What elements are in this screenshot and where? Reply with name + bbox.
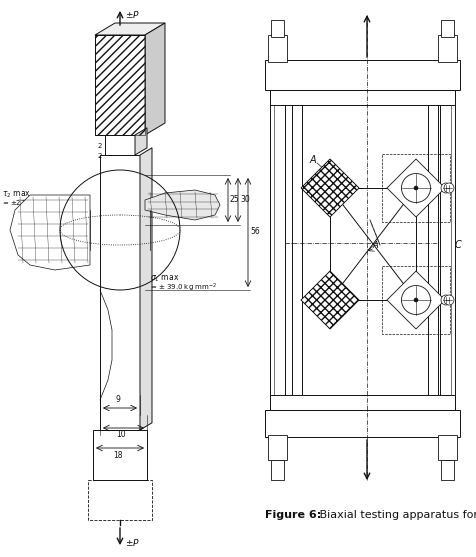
Polygon shape <box>270 65 285 435</box>
Polygon shape <box>10 195 90 270</box>
Polygon shape <box>441 20 454 37</box>
Circle shape <box>444 183 454 193</box>
Polygon shape <box>268 435 287 460</box>
Text: = $\pm$ 39.0 kg mm$^{-2}$: = $\pm$ 39.0 kg mm$^{-2}$ <box>150 282 217 295</box>
Text: 2: 2 <box>98 143 102 149</box>
Polygon shape <box>95 23 165 35</box>
Polygon shape <box>145 23 165 135</box>
Polygon shape <box>265 410 460 437</box>
Text: A: A <box>372 241 378 250</box>
Polygon shape <box>145 190 220 220</box>
Circle shape <box>441 183 451 193</box>
Circle shape <box>441 295 451 305</box>
Text: A: A <box>310 155 317 165</box>
Polygon shape <box>271 460 284 480</box>
Text: = $\pm$22.2 kg mm$^{-2}$: = $\pm$22.2 kg mm$^{-2}$ <box>2 198 67 211</box>
Polygon shape <box>93 430 147 480</box>
Polygon shape <box>387 271 445 329</box>
Text: Figure 6:: Figure 6: <box>265 510 321 520</box>
Polygon shape <box>301 271 359 329</box>
Polygon shape <box>438 35 457 62</box>
Polygon shape <box>140 148 152 430</box>
Text: $\tau_2$ max: $\tau_2$ max <box>2 189 31 199</box>
Polygon shape <box>105 135 135 155</box>
Text: Biaxial testing apparatus for uniaxial loading [7]: Biaxial testing apparatus for uniaxial l… <box>316 510 476 520</box>
Polygon shape <box>387 159 445 217</box>
Text: 9: 9 <box>116 395 120 404</box>
Circle shape <box>444 295 454 305</box>
Polygon shape <box>301 159 359 217</box>
Polygon shape <box>428 65 438 435</box>
Text: 25: 25 <box>230 196 239 204</box>
Text: 10: 10 <box>116 430 126 439</box>
Polygon shape <box>100 155 140 430</box>
Text: $\sigma_1$ max: $\sigma_1$ max <box>150 273 179 284</box>
Text: 30: 30 <box>240 196 250 204</box>
Polygon shape <box>135 128 147 155</box>
Circle shape <box>414 298 418 302</box>
Polygon shape <box>270 90 455 105</box>
Polygon shape <box>270 395 455 410</box>
Text: $\pm P$: $\pm P$ <box>125 538 140 549</box>
Polygon shape <box>265 60 460 90</box>
Text: 2: 2 <box>98 153 102 159</box>
Text: C: C <box>455 240 461 250</box>
Polygon shape <box>292 65 302 435</box>
Polygon shape <box>271 20 284 37</box>
Text: 18: 18 <box>113 451 123 460</box>
Text: 56: 56 <box>250 227 260 237</box>
Circle shape <box>414 186 418 190</box>
Text: $\pm P$: $\pm P$ <box>125 8 140 19</box>
Polygon shape <box>441 460 454 480</box>
Polygon shape <box>95 35 145 135</box>
Polygon shape <box>440 65 455 435</box>
Polygon shape <box>438 435 457 460</box>
Polygon shape <box>268 35 287 62</box>
